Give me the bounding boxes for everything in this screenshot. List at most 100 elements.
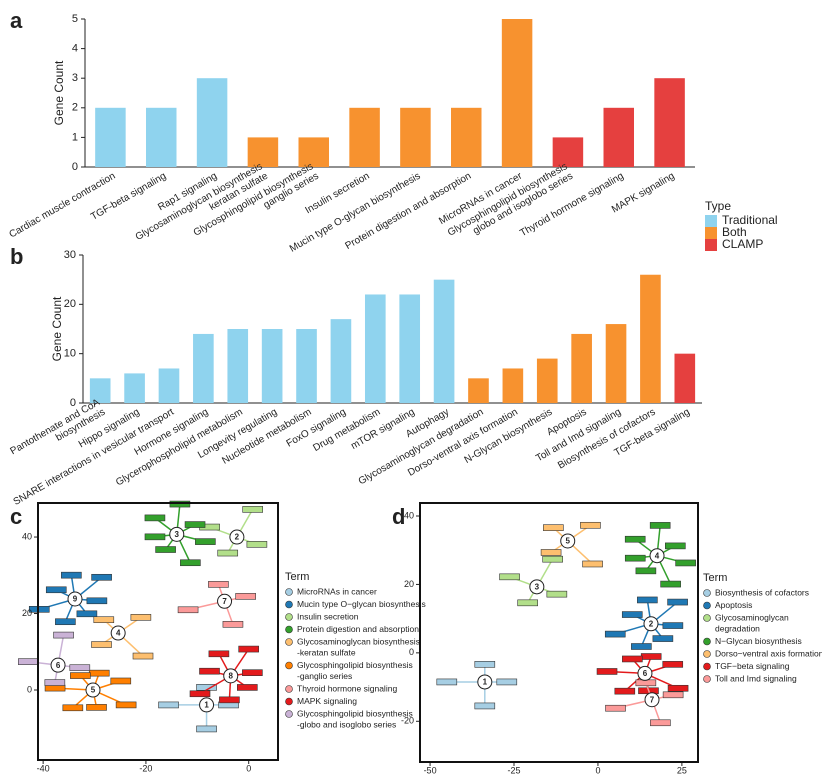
legend-label: MicroRNAs in cancer xyxy=(297,586,377,596)
legend-key xyxy=(703,675,711,683)
gene-node xyxy=(662,661,684,668)
legend-key xyxy=(703,662,711,671)
gene-node xyxy=(91,641,112,648)
legend-label: Dorso−ventral axis formation xyxy=(715,648,822,658)
hub-label: 4 xyxy=(116,629,121,638)
gene-node xyxy=(144,533,166,541)
legend-label: Biosynthesis of cofactors xyxy=(715,587,809,597)
hub-label: 1 xyxy=(204,701,209,710)
legend-key xyxy=(285,697,293,706)
gene-node xyxy=(208,650,230,658)
y-tick-label: 40 xyxy=(404,510,414,520)
panel-letter: a xyxy=(10,8,23,33)
x-tick-label: -20 xyxy=(139,763,152,773)
x-tick-label: 0 xyxy=(595,765,600,775)
legend-key xyxy=(285,588,293,596)
gene-node xyxy=(222,621,244,628)
gene-node xyxy=(649,522,671,529)
bar xyxy=(399,294,421,403)
gene-node xyxy=(517,599,538,607)
bar xyxy=(536,358,558,403)
hub-node xyxy=(50,657,66,673)
legend-key xyxy=(285,685,293,693)
hub-node xyxy=(110,625,126,641)
gene-node xyxy=(55,618,76,626)
y-tick-label: 1 xyxy=(72,131,78,143)
gene-node xyxy=(88,669,110,677)
x-tick-label: -25 xyxy=(508,765,521,775)
y-tick-label: 0 xyxy=(27,684,32,694)
hub-node xyxy=(560,533,576,549)
gene-node xyxy=(132,652,154,660)
hub-node xyxy=(223,668,239,684)
gene-node xyxy=(614,687,636,695)
hub-label: 5 xyxy=(566,537,571,546)
x-tick-label: 25 xyxy=(677,765,687,775)
bar xyxy=(95,107,126,167)
gene-node xyxy=(189,690,211,698)
gene-node xyxy=(546,590,568,598)
gene-node xyxy=(604,630,626,638)
y-tick-label: 10 xyxy=(64,348,76,360)
legend-key xyxy=(285,710,293,718)
hub-node xyxy=(477,674,493,690)
legend-swatch xyxy=(705,239,717,251)
gene-node xyxy=(62,704,84,712)
gene-node xyxy=(86,597,108,605)
bar xyxy=(296,329,317,403)
gene-node xyxy=(70,672,91,679)
hub-node xyxy=(67,591,83,607)
bar xyxy=(298,137,329,167)
bar xyxy=(654,78,685,167)
gene-node xyxy=(184,521,206,528)
gene-node xyxy=(196,725,217,733)
legend-label: Glycosphingolipid biosynthesis xyxy=(297,708,413,718)
legend-label: Glycosaminoglycan xyxy=(715,612,789,622)
gene-node xyxy=(596,668,618,675)
gene-node xyxy=(637,596,658,604)
bar xyxy=(640,274,661,403)
gene-node xyxy=(219,696,240,704)
legend-title: Term xyxy=(285,571,309,583)
gene-node xyxy=(474,661,496,668)
legend-label: Insulin secretion xyxy=(297,611,359,621)
legend-label: Apoptosis xyxy=(715,600,752,610)
legend-key xyxy=(703,601,711,610)
gene-node xyxy=(61,571,82,579)
gene-node xyxy=(237,684,258,691)
gene-node xyxy=(624,554,646,562)
bar xyxy=(501,19,533,167)
legend-label: degradation xyxy=(715,623,760,633)
legend-title: Term xyxy=(703,572,727,584)
legend-label: Glycosphingolipid biosynthesis xyxy=(297,660,413,670)
legend-key xyxy=(703,589,711,597)
y-tick-label: 0 xyxy=(409,647,414,657)
gene-node xyxy=(667,684,689,692)
y-tick-label: 40 xyxy=(22,531,32,541)
hub-label: 2 xyxy=(649,619,654,628)
hub-label: 3 xyxy=(175,530,180,539)
hub-label: 2 xyxy=(235,533,240,542)
gene-node xyxy=(69,664,91,672)
legend-label: -globo and isoglobo series xyxy=(297,719,396,729)
legend-label: Mucin type O−glycan biosynthesis xyxy=(297,599,426,609)
gene-node xyxy=(115,701,137,709)
legend-swatch xyxy=(705,227,717,239)
legend-key xyxy=(285,600,293,609)
gene-node xyxy=(622,655,643,663)
gene-node xyxy=(177,606,199,614)
legend-key xyxy=(703,614,711,622)
hub-node xyxy=(199,697,215,713)
gene-node xyxy=(91,573,112,581)
y-tick-label: 5 xyxy=(72,13,78,25)
gene-node xyxy=(130,614,152,621)
hub-node xyxy=(229,529,245,545)
y-tick-label: -20 xyxy=(401,716,414,726)
gene-node xyxy=(662,691,684,699)
gene-node xyxy=(242,506,264,513)
legend-label: Protein digestion and absorption xyxy=(297,624,419,634)
bar xyxy=(364,294,386,403)
panel-letter: b xyxy=(10,244,23,269)
hub-node xyxy=(637,665,653,681)
